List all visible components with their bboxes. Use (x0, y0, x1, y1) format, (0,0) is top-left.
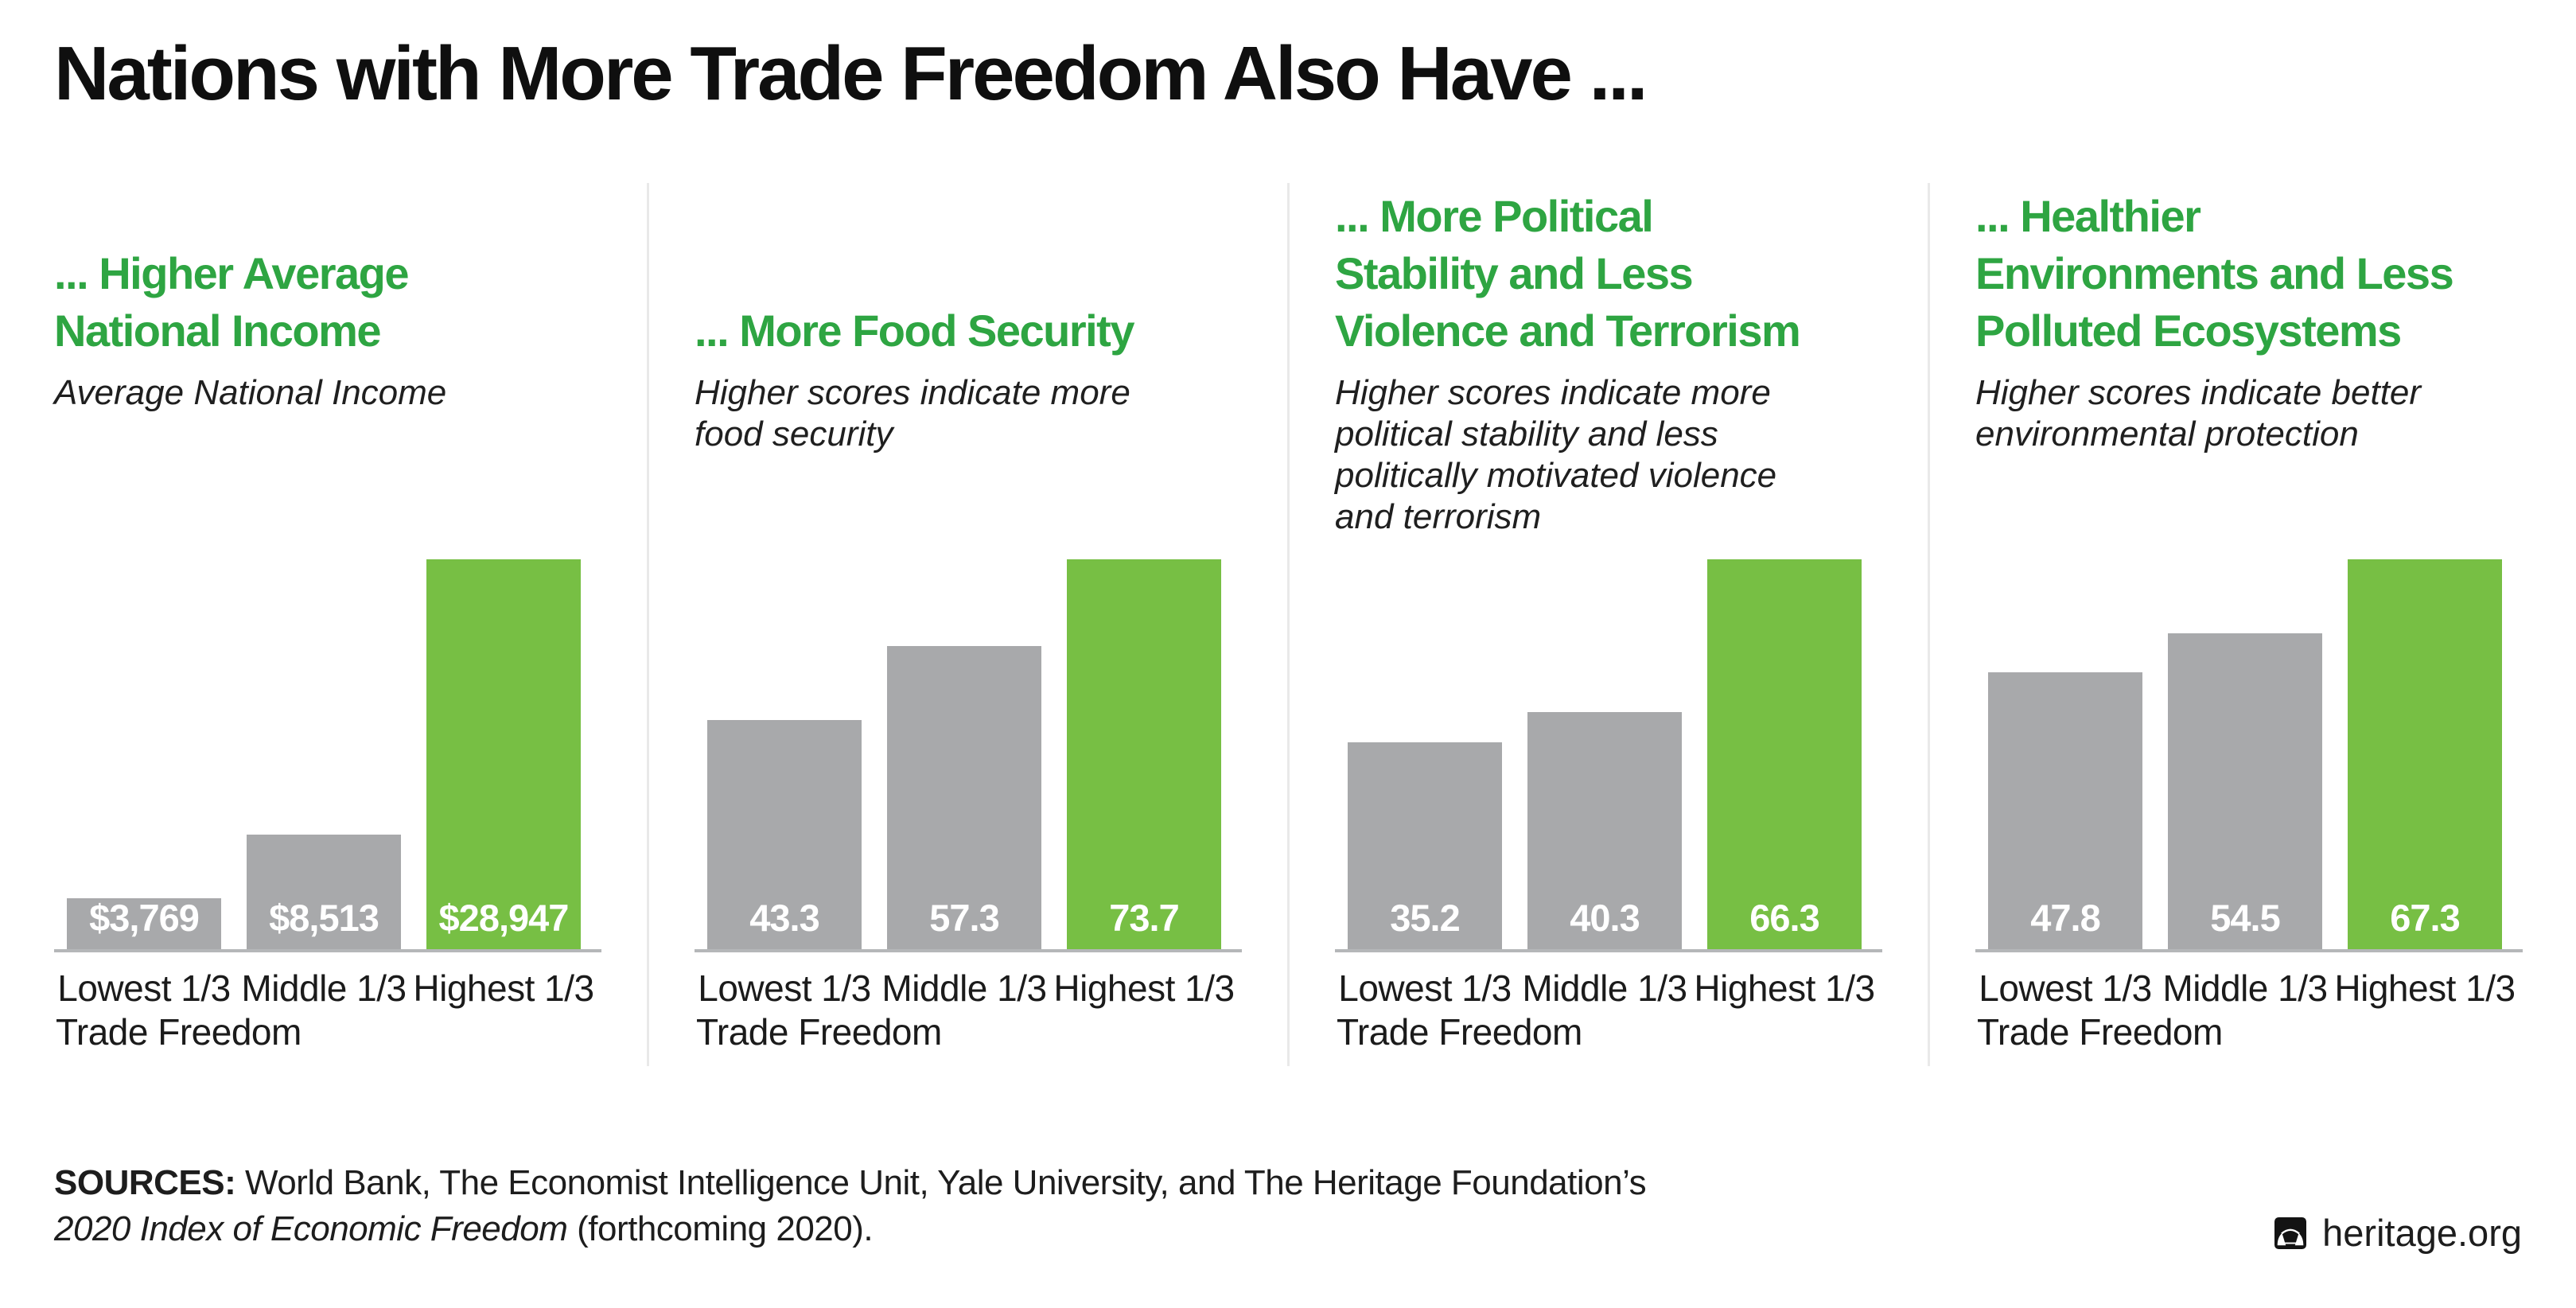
bar-value-label: 66.3 (1749, 897, 1819, 939)
bar-middle-1-3: $8,513 (247, 835, 401, 949)
bar-middle-1-3: 57.3 (887, 646, 1041, 949)
bar-plot: 47.8 54.5 67.3 (1975, 559, 2523, 952)
brand-domain: heritage.org (2322, 1212, 2522, 1254)
category-label: Lowest 1/3 (1338, 967, 1512, 1009)
bar-value-label: 35.2 (1390, 897, 1460, 939)
bar-value-label: 47.8 (2030, 897, 2100, 939)
sources-line1: SOURCES: World Bank, The Economist Intel… (54, 1163, 1647, 1202)
category-label: Highest 1/3 (1053, 967, 1235, 1009)
work-title: 2020 Index of Economic Freedom (54, 1209, 568, 1248)
chart-column: ... More Political Stability and Less Vi… (1335, 183, 1930, 1066)
bar-value-label: 73.7 (1109, 897, 1179, 939)
chart-heading: ... More Political Stability and Less Vi… (1335, 183, 1882, 360)
bar-value-label: 54.5 (2210, 897, 2280, 939)
chart-heading-text: ... Higher Average National Income (54, 248, 410, 356)
sources-text: World Bank, The Economist Intelligence U… (235, 1163, 1647, 1202)
chart-subtitle: Average National Income (54, 373, 447, 412)
chart-heading-text: ... Healthier Environments and Less Poll… (1975, 191, 2454, 356)
bar-value-label: 40.3 (1570, 897, 1640, 939)
category-label: Middle 1/3 (2162, 967, 2328, 1009)
bar-value-label: 67.3 (2390, 897, 2460, 939)
chart-heading-text: ... More Food Security (695, 306, 1134, 356)
sources-label: SOURCES: (54, 1163, 236, 1202)
category-label: Highest 1/3 (2334, 967, 2516, 1009)
bar-middle-1-3: 54.5 (2168, 633, 2322, 949)
bar-value-label: 57.3 (929, 897, 999, 939)
bar-lowest-1-3: 43.3 (707, 720, 862, 949)
x-axis-note: Trade Freedom (1977, 1011, 2223, 1053)
bar-plot: 43.3 57.3 73.7 (695, 559, 1242, 952)
bar-value-label: 43.3 (749, 897, 819, 939)
column-divider (1287, 183, 1290, 1066)
category-label: Middle 1/3 (1522, 967, 1687, 1009)
bar-value-label: $28,947 (438, 897, 570, 939)
sources-line2: 2020 Index of Economic Freedom (forthcom… (54, 1209, 874, 1248)
bar-plot: 35.2 40.3 66.3 (1335, 559, 1882, 952)
bar-plot: $3,769 $8,513 $28,947 (54, 559, 601, 952)
chart-heading: ... Higher Average National Income (54, 183, 601, 360)
bar-value-label: $8,513 (269, 897, 379, 939)
category-label: Highest 1/3 (413, 967, 594, 1009)
sources-note: SOURCES: World Bank, The Economist Intel… (54, 1160, 1647, 1252)
chart-column: ... More Food Security Higher scores ind… (695, 183, 1290, 1066)
bar-highest-1-3: $28,947 (426, 559, 581, 949)
x-axis-note: Trade Freedom (56, 1011, 302, 1053)
category-label: Middle 1/3 (241, 967, 407, 1009)
x-axis-note: Trade Freedom (1337, 1011, 1582, 1053)
bar-lowest-1-3: 47.8 (1988, 672, 2142, 949)
liberty-bell-icon (2274, 1217, 2307, 1249)
category-label: Highest 1/3 (1694, 967, 1875, 1009)
column-divider (1928, 183, 1930, 1066)
bar-highest-1-3: 73.7 (1067, 559, 1221, 949)
brand-lockup: heritage.org (2274, 1211, 2522, 1255)
category-label: Middle 1/3 (881, 967, 1047, 1009)
bar-value-label: $3,769 (89, 897, 200, 939)
x-axis-note: Trade Freedom (696, 1011, 942, 1053)
chart-column: ... Higher Average National Income Avera… (54, 183, 649, 1066)
chart-heading-text: ... More Political Stability and Less Vi… (1335, 191, 1801, 356)
page-title: Nations with More Trade Freedom Also Hav… (54, 31, 1648, 116)
bar-middle-1-3: 40.3 (1527, 712, 1682, 949)
category-label: Lowest 1/3 (698, 967, 871, 1009)
chart-heading: ... Healthier Environments and Less Poll… (1975, 183, 2523, 360)
charts-grid: ... Higher Average National Income Avera… (54, 183, 2523, 1066)
chart-column: ... Healthier Environments and Less Poll… (1975, 183, 2523, 1066)
work-title-rest: (forthcoming 2020). (567, 1209, 874, 1248)
column-divider (647, 183, 649, 1066)
chart-subtitle: Higher scores indicate more political st… (1335, 373, 1777, 536)
category-label: Lowest 1/3 (1979, 967, 2152, 1009)
bar-highest-1-3: 67.3 (2348, 559, 2502, 949)
bar-lowest-1-3: $3,769 (67, 897, 221, 949)
bar-lowest-1-3: 35.2 (1348, 742, 1502, 949)
chart-heading: ... More Food Security (695, 183, 1242, 360)
bar-highest-1-3: 66.3 (1707, 559, 1862, 949)
chart-subtitle: Higher scores indicate better environmen… (1975, 373, 2422, 454)
category-label: Lowest 1/3 (57, 967, 231, 1009)
chart-subtitle: Higher scores indicate more food securit… (695, 373, 1130, 454)
